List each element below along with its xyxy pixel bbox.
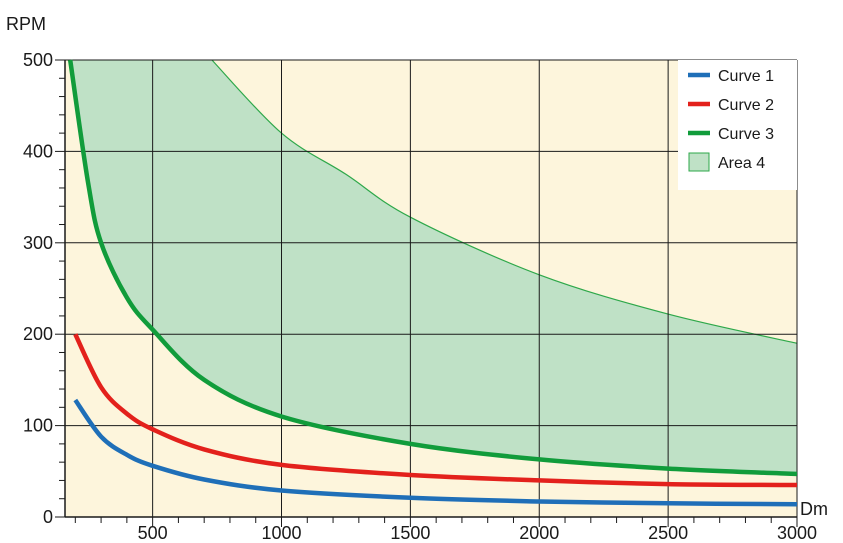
x-tick-label: 1000	[261, 523, 301, 543]
y-tick-label: 200	[23, 324, 53, 344]
y-tick-label: 300	[23, 233, 53, 253]
y-tick-label: 0	[43, 507, 53, 527]
x-tick-label: 2500	[648, 523, 688, 543]
legend-swatch	[689, 153, 709, 171]
legend: Curve 1 Curve 2 Curve 3 Area 4	[678, 60, 797, 190]
y-tick-label: 500	[23, 50, 53, 70]
x-tick-label: 2000	[519, 523, 559, 543]
legend-label: Curve 2	[718, 97, 774, 114]
y-tick-label: 100	[23, 416, 53, 436]
legend-label: Curve 3	[718, 126, 774, 143]
y-tick-label: 400	[23, 141, 53, 161]
legend-label: Curve 1	[718, 68, 774, 85]
x-axis-title: Dm	[800, 499, 828, 519]
x-tick-label: 500	[138, 523, 168, 543]
x-tick-label: 1500	[390, 523, 430, 543]
legend-label: Area 4	[718, 155, 765, 172]
x-tick-label: 3000	[777, 523, 817, 543]
y-axis-title: RPM	[6, 14, 46, 34]
